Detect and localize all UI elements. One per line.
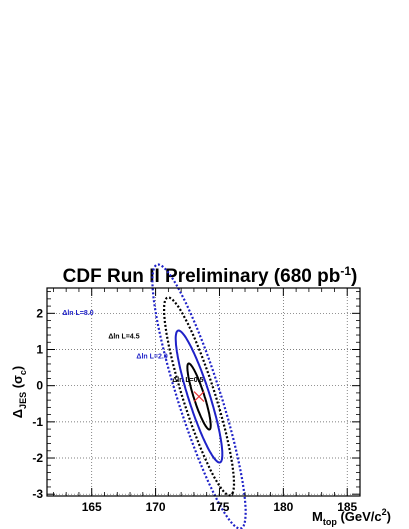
y-tick-label: 2	[36, 306, 43, 320]
contour-label: Δln L=8.0	[62, 310, 93, 317]
chart-title: CDF Run II Preliminary (680 pb-1)	[63, 264, 358, 287]
best-fit-marker-stroke-b	[193, 391, 205, 402]
y-axis-label: ΔJES (σc)	[10, 366, 28, 419]
contour-2	[174, 329, 224, 464]
plot-frame	[46, 287, 361, 497]
title-superscript: -1	[340, 264, 351, 278]
y-tick-label: -1	[32, 415, 43, 429]
contour-label: Δln L=0.5	[172, 377, 203, 384]
x-tick-label: 180	[273, 500, 293, 514]
x-tick-label: 165	[82, 500, 102, 514]
y-tick-label: 0	[36, 379, 43, 393]
best-fit-layer	[193, 391, 205, 402]
contour-8	[151, 263, 247, 529]
y-tick-label: 1	[36, 342, 43, 356]
y-tick-label: -2	[32, 451, 43, 465]
contour-label: Δln L=2.0	[136, 354, 167, 361]
x-tick-label: 185	[337, 500, 357, 514]
y-tick-label: -3	[32, 487, 43, 501]
contour-label: Δln L=4.5	[108, 334, 139, 341]
x-tick-label: 175	[209, 500, 229, 514]
contour-layer: Δln L=0.5 Δln L=2.0 Δln L=4.5 Δln L=8.0	[62, 263, 247, 529]
tick-labels: 165 170 175 180 185 2 1 0 -1 -2 -3	[32, 306, 357, 514]
x-tick-label: 170	[146, 500, 166, 514]
contour-0-5	[186, 362, 212, 431]
x-axis-label: Mtop (GeV/c2)	[312, 507, 391, 527]
axis-ticks	[47, 288, 361, 496]
